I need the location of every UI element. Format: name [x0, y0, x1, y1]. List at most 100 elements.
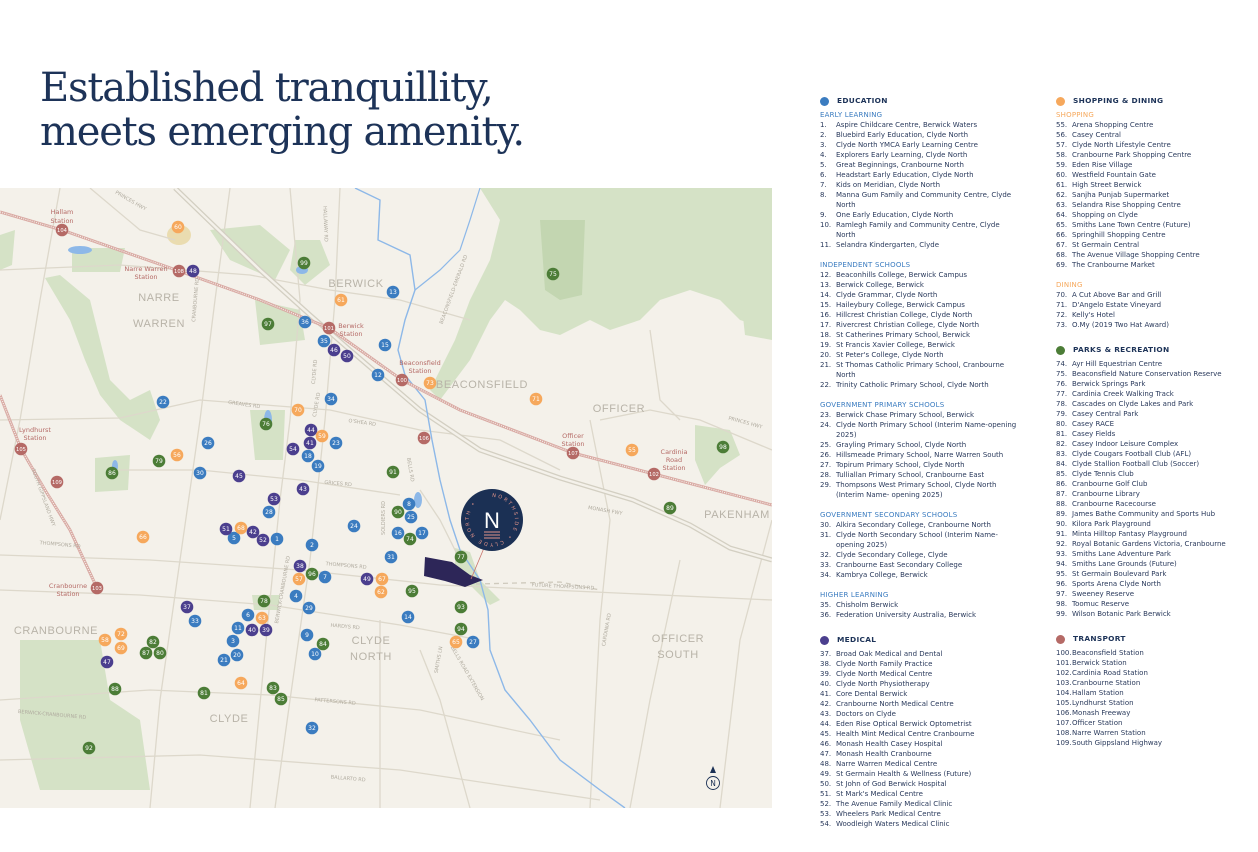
map-marker-medical[interactable]: 42 [246, 525, 260, 539]
map-marker-parks[interactable]: 91 [386, 465, 400, 479]
map-marker-shopping[interactable]: 60 [171, 220, 185, 234]
map-marker-parks[interactable]: 76 [259, 417, 273, 431]
map-marker-parks[interactable]: 89 [663, 501, 677, 515]
map-marker-parks[interactable]: 95 [405, 584, 419, 598]
map-marker-parks[interactable]: 75 [546, 267, 560, 281]
map-marker-education[interactable]: 34 [324, 392, 338, 406]
map-marker-shopping[interactable]: 69 [114, 641, 128, 655]
map-marker-transport[interactable]: 102 [647, 467, 661, 481]
map-marker-parks[interactable]: 90 [391, 505, 405, 519]
map-marker-education[interactable]: 26 [201, 436, 215, 450]
map-marker-transport[interactable]: 100 [395, 373, 409, 387]
map-marker-medical[interactable]: 49 [360, 572, 374, 586]
map-marker-education[interactable]: 15 [378, 338, 392, 352]
map-marker-shopping[interactable]: 64 [234, 676, 248, 690]
map-marker-parks[interactable]: 74 [403, 532, 417, 546]
map-marker-shopping[interactable]: 70 [291, 403, 305, 417]
map-marker-medical[interactable]: 48 [186, 264, 200, 278]
map-marker-education[interactable]: 22 [156, 395, 170, 409]
map-marker-parks[interactable]: 98 [716, 440, 730, 454]
map-marker-parks[interactable]: 86 [105, 466, 119, 480]
map-marker-parks[interactable]: 85 [274, 692, 288, 706]
map-marker-education[interactable]: 12 [371, 368, 385, 382]
map-marker-education[interactable]: 4 [289, 589, 303, 603]
map-marker-transport[interactable]: 103 [90, 581, 104, 595]
map-marker-education[interactable]: 6 [241, 608, 255, 622]
map-marker-shopping[interactable]: 62 [374, 585, 388, 599]
map-marker-medical[interactable]: 51 [219, 522, 233, 536]
map-marker-transport[interactable]: 107 [566, 446, 580, 460]
map-marker-parks[interactable]: 78 [257, 594, 271, 608]
map-marker-education[interactable]: 19 [311, 459, 325, 473]
map-marker-medical[interactable]: 46 [327, 343, 341, 357]
map-marker-parks[interactable]: 93 [454, 600, 468, 614]
map-marker-transport[interactable]: 108 [172, 264, 186, 278]
map-marker-education[interactable]: 5 [227, 531, 241, 545]
map-marker-education[interactable]: 20 [230, 648, 244, 662]
map-marker-education[interactable]: 33 [188, 614, 202, 628]
map-marker-education[interactable]: 1 [270, 532, 284, 546]
map-marker-education[interactable]: 3 [226, 634, 240, 648]
map-marker-medical[interactable]: 41 [303, 436, 317, 450]
map-marker-education[interactable]: 7 [318, 570, 332, 584]
map-marker-shopping[interactable]: 65 [449, 635, 463, 649]
map-marker-shopping[interactable]: 67 [375, 572, 389, 586]
map-marker-shopping[interactable]: 63 [255, 611, 269, 625]
map-marker-education[interactable]: 31 [384, 550, 398, 564]
map-marker-parks[interactable]: 80 [153, 646, 167, 660]
map-marker-shopping[interactable]: 68 [234, 521, 248, 535]
map-marker-shopping[interactable]: 61 [334, 293, 348, 307]
map-marker-transport[interactable]: 106 [417, 431, 431, 445]
map-marker-education[interactable]: 27 [466, 635, 480, 649]
map-marker-parks[interactable]: 82 [146, 635, 160, 649]
map-marker-education[interactable]: 29 [302, 601, 316, 615]
map-marker-education[interactable]: 10 [308, 647, 322, 661]
map-marker-education[interactable]: 14 [401, 610, 415, 624]
map-marker-education[interactable]: 16 [391, 526, 405, 540]
development-site[interactable] [424, 557, 483, 587]
map-marker-education[interactable]: 9 [300, 628, 314, 642]
map-marker-parks[interactable]: 97 [261, 317, 275, 331]
map-marker-shopping[interactable]: 55 [625, 443, 639, 457]
map-marker-parks[interactable]: 87 [139, 646, 153, 660]
map-marker-education[interactable]: 30 [193, 466, 207, 480]
map-marker-shopping[interactable]: 59 [315, 429, 329, 443]
map-marker-parks[interactable]: 92 [82, 741, 96, 755]
map-marker-shopping[interactable]: 72 [114, 627, 128, 641]
map-marker-shopping[interactable]: 73 [423, 376, 437, 390]
map-marker-education[interactable]: 35 [317, 334, 331, 348]
map-marker-medical[interactable]: 45 [232, 469, 246, 483]
map-marker-education[interactable]: 21 [217, 653, 231, 667]
map-marker-medical[interactable]: 50 [340, 349, 354, 363]
map-marker-transport[interactable]: 109 [50, 475, 64, 489]
map-marker-education[interactable]: 28 [262, 505, 276, 519]
map-marker-medical[interactable]: 47 [100, 655, 114, 669]
northside-site[interactable] [424, 557, 483, 587]
map-marker-shopping[interactable]: 71 [529, 392, 543, 406]
map-marker-education[interactable]: 32 [305, 721, 319, 735]
map-marker-parks[interactable]: 94 [454, 622, 468, 636]
map-marker-education[interactable]: 36 [298, 315, 312, 329]
map-marker-medical[interactable]: 40 [245, 623, 259, 637]
map-marker-transport[interactable]: 101 [322, 321, 336, 335]
map-marker-education[interactable]: 24 [347, 519, 361, 533]
map-marker-shopping[interactable]: 58 [98, 633, 112, 647]
map-marker-medical[interactable]: 43 [296, 482, 310, 496]
map-marker-medical[interactable]: 52 [256, 533, 270, 547]
area-map[interactable]: PRINCES HWY GREAVES RD O'SHEA RD CLYDE RD TH… [0, 188, 772, 808]
map-marker-transport[interactable]: 104 [55, 223, 69, 237]
map-marker-parks[interactable]: 99 [297, 256, 311, 270]
map-marker-medical[interactable]: 37 [180, 600, 194, 614]
map-marker-medical[interactable]: 53 [267, 492, 281, 506]
map-marker-transport[interactable]: 105 [14, 442, 28, 456]
map-marker-education[interactable]: 13 [386, 285, 400, 299]
map-marker-parks[interactable]: 84 [316, 637, 330, 651]
map-marker-parks[interactable]: 81 [197, 686, 211, 700]
map-marker-shopping[interactable]: 57 [292, 572, 306, 586]
map-marker-education[interactable]: 2 [305, 538, 319, 552]
map-marker-education[interactable]: 25 [404, 510, 418, 524]
map-marker-medical[interactable]: 38 [293, 559, 307, 573]
map-marker-medical[interactable]: 39 [259, 623, 273, 637]
map-marker-education[interactable]: 17 [415, 526, 429, 540]
map-marker-education[interactable]: 23 [329, 436, 343, 450]
